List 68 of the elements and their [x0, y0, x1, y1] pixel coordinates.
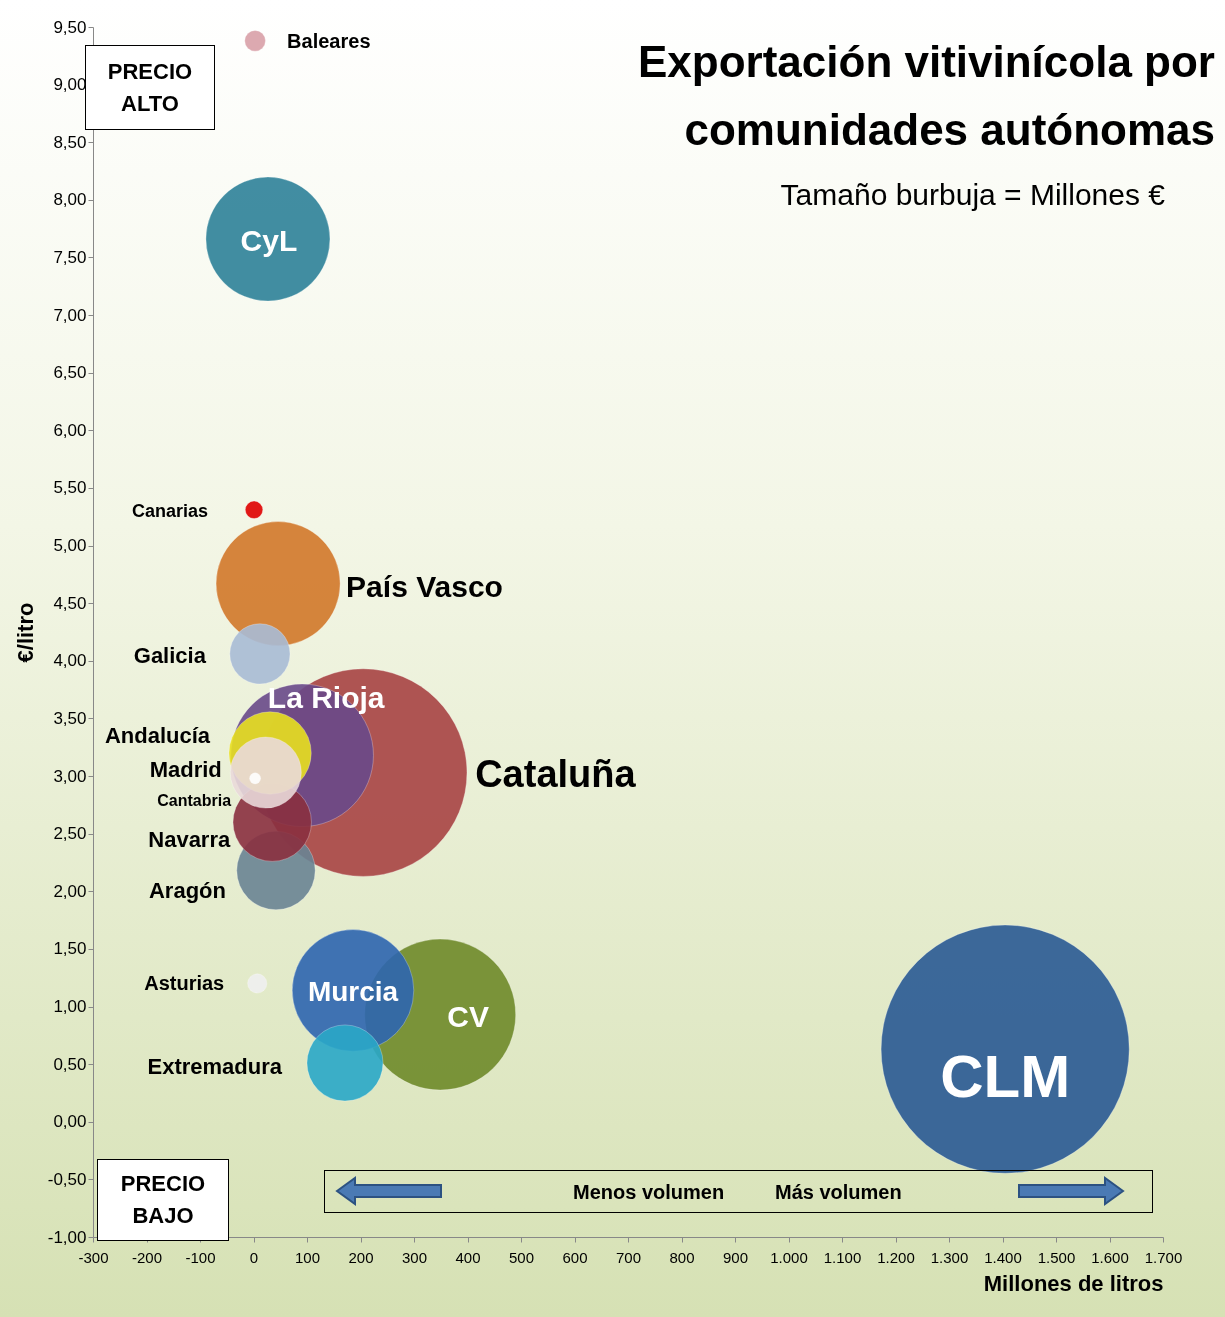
x-tick-label: 800 [669, 1248, 695, 1266]
y-tick-label: 3,00 [53, 766, 87, 786]
x-tick-label: 0 [249, 1248, 259, 1266]
y-tick-label: -0,50 [47, 1169, 87, 1189]
y-tick-label: 3,50 [53, 708, 87, 728]
x-tick-label: 1.600 [1091, 1248, 1129, 1266]
text: Tamaño burbuja = Millones € [780, 178, 1165, 212]
annotation: Andalucía [104, 723, 211, 748]
y-tick-label: 5,00 [53, 536, 87, 556]
y-tick-label: 8,50 [53, 132, 87, 152]
y-tick-label: 7,00 [53, 305, 87, 325]
text: Exportación vitivinícola por comunidades autónomas [637, 36, 1215, 156]
y-tick-label: 6,00 [53, 420, 87, 440]
x-tick-label: 1.400 [984, 1248, 1022, 1266]
y-tick-label: 9,00 [53, 75, 87, 95]
y-tick-label: 8,00 [53, 190, 87, 210]
x-tick-label: 1.700 [1144, 1248, 1183, 1266]
y-axis-title: €/litro [12, 602, 38, 663]
x-tick-label: 100 [294, 1248, 321, 1266]
annotation: Baleares [287, 29, 371, 52]
annotation: Murcia [307, 976, 399, 1008]
x-tick-label: 1.000 [770, 1248, 808, 1266]
y-tick-label: 6,50 [53, 363, 87, 383]
annotation: Extremadura [147, 1053, 283, 1079]
x-tick-label: -300 [78, 1248, 109, 1266]
y-tick-label: 4,50 [53, 593, 87, 613]
annotation: PRECIO ALTO [85, 45, 215, 130]
y-tick-label: 9,50 [53, 17, 87, 37]
y-tick-label: 7,50 [53, 247, 87, 267]
annotation: Galicia [133, 642, 207, 668]
x-tick-label: 1.200 [877, 1248, 915, 1266]
x-tick-label: 700 [615, 1248, 642, 1266]
y-tick-label: 0,50 [53, 1054, 87, 1074]
y-tick-label: 1,50 [53, 939, 87, 959]
annotation: La Rioja [267, 681, 385, 715]
annotation: CV [447, 999, 490, 1033]
x-axis-title: Millones de litros [983, 1270, 1164, 1296]
annotation: Navarra [148, 827, 231, 853]
x-tick-label: 400 [455, 1248, 481, 1266]
y-tick-label: 0,00 [53, 1112, 87, 1132]
annotation: Cataluña [475, 752, 637, 795]
annotation: Cantabria [157, 792, 232, 810]
annotation: Asturias [144, 972, 225, 995]
x-tick-label: 1.100 [823, 1248, 862, 1266]
annotation: CLM [940, 1043, 1071, 1111]
annotation: País Vasco [346, 569, 503, 603]
y-tick-label: 2,50 [53, 824, 87, 844]
x-tick-label: 1.500 [1037, 1248, 1076, 1266]
y-tick-label: 4,00 [53, 651, 87, 671]
y-tick-label: 1,00 [53, 997, 87, 1017]
x-tick-label: 200 [348, 1248, 374, 1266]
x-tick-label: 1.300 [930, 1248, 969, 1266]
x-tick-label: 300 [401, 1248, 428, 1266]
x-tick-label: 900 [722, 1248, 749, 1266]
annotation: CyL [240, 224, 298, 258]
y-tick-label: 2,00 [53, 881, 87, 901]
x-tick-label: 600 [562, 1248, 588, 1266]
y-tick-label: 5,50 [53, 478, 87, 498]
annotation: Canarias [131, 500, 209, 521]
annotation: Aragón [148, 877, 226, 903]
x-tick-label: -100 [185, 1248, 216, 1266]
annotation: Menos volumen [573, 1181, 725, 1204]
annotation: Más volumen [775, 1181, 902, 1204]
x-tick-label: -200 [131, 1248, 163, 1266]
x-tick-label: 500 [508, 1248, 535, 1266]
annotation: Madrid [149, 756, 222, 782]
annotation: PRECIO BAJO [97, 1159, 229, 1241]
y-tick-label: -1,00 [47, 1227, 87, 1247]
